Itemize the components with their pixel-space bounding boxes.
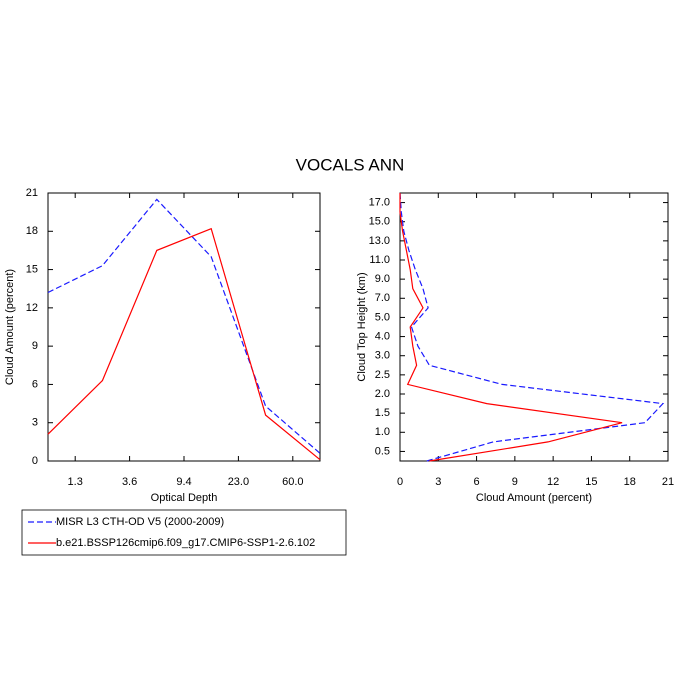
y-tick-label: 0.5 — [375, 445, 390, 457]
y-tick-label: 2.5 — [375, 369, 390, 381]
y-tick-label: 17.0 — [369, 196, 390, 208]
y-tick-label: 11.0 — [369, 254, 390, 266]
x-tick-label: 60.0 — [282, 476, 303, 488]
y-tick-label: 2.0 — [375, 388, 390, 400]
x-tick-label: 23.0 — [228, 476, 249, 488]
y-tick-label: 15.0 — [369, 216, 390, 228]
x-tick-label: 6 — [474, 476, 480, 488]
y-axis-label: Cloud Amount (percent) — [4, 269, 16, 385]
y-tick-label: 15 — [26, 263, 38, 275]
legend-box — [21, 509, 347, 556]
y-tick-label: 13.0 — [369, 235, 390, 247]
y-tick-label: 6 — [32, 378, 38, 390]
x-tick-label: 3 — [435, 476, 441, 488]
legend-label: b.e21.BSSP126cmip6.f09_g17.CMIP6-SSP1-2.… — [56, 537, 315, 549]
x-tick-label: 9.4 — [176, 476, 191, 488]
y-tick-label: 5.0 — [375, 311, 390, 323]
y-tick-label: 0 — [32, 455, 38, 467]
x-tick-label: 3.6 — [122, 476, 137, 488]
x-axis-label: Optical Depth — [151, 492, 218, 504]
y-tick-label: 9.0 — [375, 273, 390, 285]
y-tick-label: 7.0 — [375, 292, 390, 304]
y-tick-label: 1.5 — [375, 407, 390, 419]
y-tick-label: 18 — [26, 225, 38, 237]
x-tick-label: 21 — [662, 476, 674, 488]
y-tick-label: 3 — [32, 417, 38, 429]
x-axis-label: Cloud Amount (percent) — [476, 492, 592, 504]
y-axis-label: Cloud Top Height (km) — [356, 272, 368, 381]
x-tick-label: 1.3 — [68, 476, 83, 488]
plot-frame — [399, 192, 669, 462]
y-tick-label: 9 — [32, 340, 38, 352]
y-tick-label: 12 — [26, 302, 38, 314]
y-tick-label: 3.0 — [375, 350, 390, 362]
y-tick-label: 4.0 — [375, 330, 390, 342]
data-line — [47, 198, 321, 454]
x-tick-label: 9 — [512, 476, 518, 488]
plot-frame — [47, 192, 321, 462]
y-tick-label: 21 — [26, 187, 38, 199]
data-line — [47, 227, 321, 461]
legend-label: MISR L3 CTH-OD V5 (2000-2009) — [56, 516, 224, 528]
x-tick-label: 12 — [547, 476, 559, 488]
chart-title: VOCALS ANN — [296, 155, 405, 174]
data-line — [399, 193, 623, 462]
y-tick-label: 1.0 — [375, 426, 390, 438]
data-line — [399, 192, 665, 462]
x-tick-label: 18 — [624, 476, 636, 488]
x-tick-label: 15 — [585, 476, 597, 488]
x-tick-label: 0 — [397, 476, 403, 488]
